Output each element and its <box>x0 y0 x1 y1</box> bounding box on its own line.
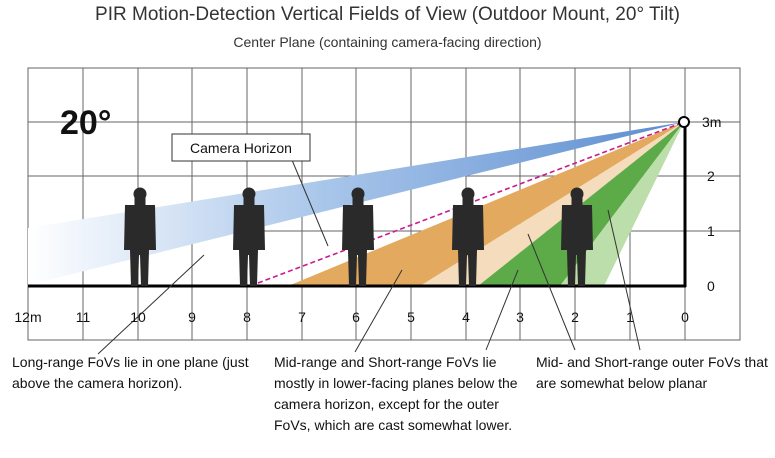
x-axis-ticks: 12m 11 10 9 8 7 6 5 4 3 2 1 0 <box>14 309 689 325</box>
mid-range-fov-band <box>288 122 684 286</box>
mid-range-outer-fov-band <box>420 122 684 286</box>
x-tick-label: 8 <box>243 309 251 325</box>
x-tick-label: 1 <box>626 309 634 325</box>
y-tick-label: 2 <box>707 168 715 184</box>
x-tick-label: 4 <box>462 309 470 325</box>
x-tick-label: 3 <box>516 309 524 325</box>
person-figure <box>233 187 265 286</box>
x-tick-label: 6 <box>352 309 360 325</box>
person-silhouettes <box>124 187 593 286</box>
x-tick-label: 0 <box>681 309 689 325</box>
sensor-point <box>678 116 690 128</box>
y-tick-label: 0 <box>707 278 715 294</box>
outer-fov-annotation: Mid- and Short-range outer FoVs that are… <box>536 354 768 391</box>
person-figure <box>124 187 156 286</box>
x-tick-label: 5 <box>407 309 415 325</box>
person-figure <box>561 187 593 286</box>
y-tick-label: 3m <box>702 114 721 130</box>
mid-short-range-annotation: Mid-range and Short-range FoVs lie mostl… <box>274 354 518 433</box>
camera-horizon-label-box <box>171 133 311 162</box>
long-range-annotation: Long-range FoVs lie in one plane (just a… <box>12 354 249 391</box>
diagram-subtitle: Center Plane (containing camera-facing d… <box>233 34 542 50</box>
x-tick-label: 10 <box>130 309 146 325</box>
y-axis-ticks: 3m 2 1 0 <box>702 114 721 294</box>
x-tick-label: 9 <box>188 309 196 325</box>
person-figure <box>452 187 484 286</box>
x-tick-label: 11 <box>76 309 91 325</box>
x-tick-label: 2 <box>571 309 579 325</box>
x-tick-label: 7 <box>298 309 306 325</box>
camera-horizon-label: Camera Horizon <box>190 140 292 156</box>
annotation-pointers <box>97 159 641 355</box>
person-figure <box>342 187 374 286</box>
diagram-title: PIR Motion-Detection Vertical Fields of … <box>95 4 680 25</box>
tilt-angle-label: 20° <box>60 104 111 142</box>
y-tick-label: 1 <box>707 223 715 239</box>
x-tick-label: 12m <box>14 309 41 325</box>
